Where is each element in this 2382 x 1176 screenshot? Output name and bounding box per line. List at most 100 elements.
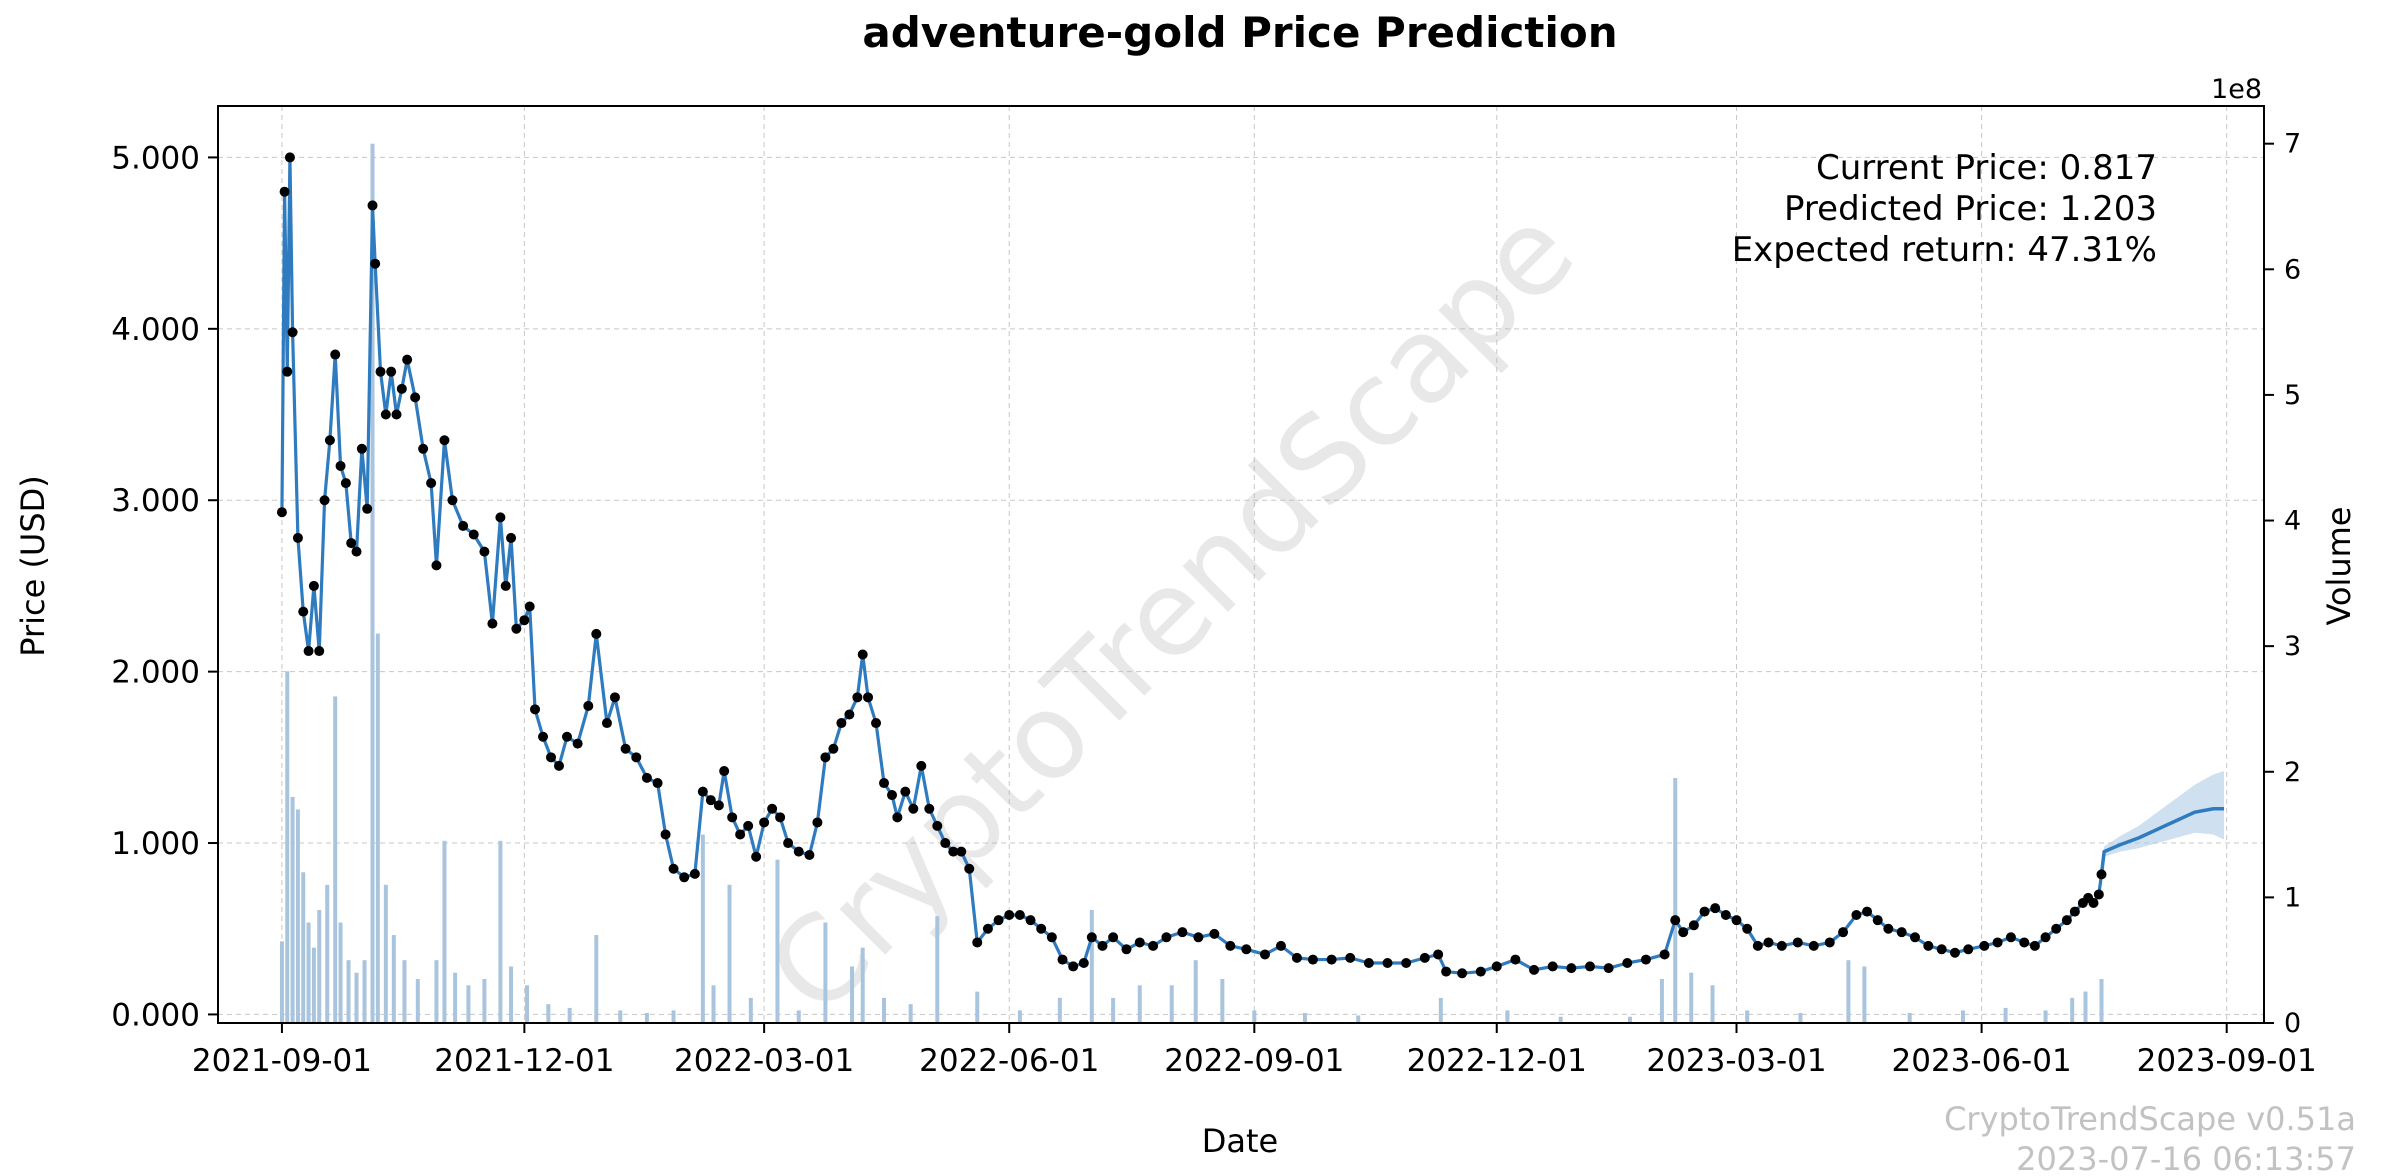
volume-bar [391,935,396,1023]
price-point [439,435,450,446]
price-point [852,692,863,703]
price-point [900,786,911,797]
volume-bar [618,1010,623,1023]
volume-bar [311,947,316,1023]
volume-bar [1689,972,1694,1023]
price-point [857,649,868,660]
x-axis-ticks: 2021-09-01 2021-12-01 2022-03-01 2022-06-01… [192,1023,2317,1079]
price-point [1025,915,1036,926]
price-point [1742,923,1753,934]
x-tick-label: 2022-12-01 [1407,1043,1587,1079]
price-point [500,580,511,591]
price-point [308,580,319,591]
y2-multiplier-label: 1e8 [2211,74,2262,105]
price-point [1241,944,1252,955]
price-point [908,803,919,814]
price-point [279,186,290,197]
price-point [1872,915,1883,926]
volume-bar [823,922,828,1023]
price-point [2069,906,2080,917]
price-point [1936,944,1947,955]
price-point [879,778,890,789]
price-point [330,349,341,360]
price-point [1670,915,1681,926]
y-axis-ticks: 0.000 1.000 2.000 3.000 4.000 5.000 [111,140,218,1033]
volume-bar [1356,1015,1361,1023]
volume-bar [375,633,380,1023]
volume-bar [370,143,375,1023]
grid-lines [218,106,2264,1023]
volume-bar [671,1010,676,1023]
x-tick-label: 2022-06-01 [919,1043,1099,1079]
price-point [362,503,373,514]
price-point [793,846,804,857]
x-tick-label: 2023-03-01 [1646,1043,1826,1079]
price-point [932,820,943,831]
price-point [689,868,700,879]
expected-return-annotation: Expected return: 47.31% [1732,230,2157,270]
price-point [591,628,602,639]
price-point [1963,944,1974,955]
price-point [1824,937,1835,948]
volume-bar [1673,778,1678,1023]
price-point [631,752,642,763]
price-point [418,443,429,454]
price-point [380,409,391,420]
price-point [319,495,330,506]
price-point [1622,958,1633,969]
price-point [346,538,357,549]
price-point [1259,949,1270,960]
volume-bar [1798,1012,1803,1023]
price-point [391,409,402,420]
price-point [1275,940,1286,951]
x-axis-label: Date [1202,1122,1278,1160]
price-point [402,354,413,365]
volume-bar [434,960,439,1023]
price-point [284,152,295,163]
price-points [276,152,2107,979]
price-point [871,718,882,729]
price-point [1036,923,1047,934]
price-point [292,532,303,543]
price-point [972,937,983,948]
volume-bar [2083,991,2088,1023]
price-point [641,772,652,783]
volume-bar [1907,1012,1912,1023]
y-tick-label: 2.000 [111,655,200,691]
volume-bar [325,884,330,1023]
price-point [431,560,442,571]
volume-bar [362,960,367,1023]
price-point [601,718,612,729]
volume-bar [1960,1010,1965,1023]
price-point [2019,937,2030,948]
volume-bar [908,1004,913,1023]
price-point [1603,963,1614,974]
price-point [964,863,975,874]
chart-title: adventure-gold Price Prediction [862,8,1617,57]
price-point [1883,923,1894,934]
price-point [487,618,498,629]
price-point [298,606,309,617]
plot-frame [217,105,2265,1024]
price-point [735,829,746,840]
price-point [1345,952,1356,963]
y2-tick-label: 5 [2284,380,2301,411]
y-axis-label: Price (USD) [14,475,52,657]
price-point [924,803,935,814]
price-point [1566,963,1577,974]
price-point [519,615,530,626]
price-point [1731,915,1742,926]
price-point [1014,910,1025,921]
price-point [2040,932,2051,943]
volume-bar [290,796,295,1023]
volume-bar [546,1004,551,1023]
volume-bar [354,972,359,1023]
x-tick-label: 2023-06-01 [1892,1043,2072,1079]
volume-bar [453,972,458,1023]
price-point [276,507,287,518]
price-point [1710,903,1721,914]
price-point [916,760,927,771]
price-point [609,692,620,703]
